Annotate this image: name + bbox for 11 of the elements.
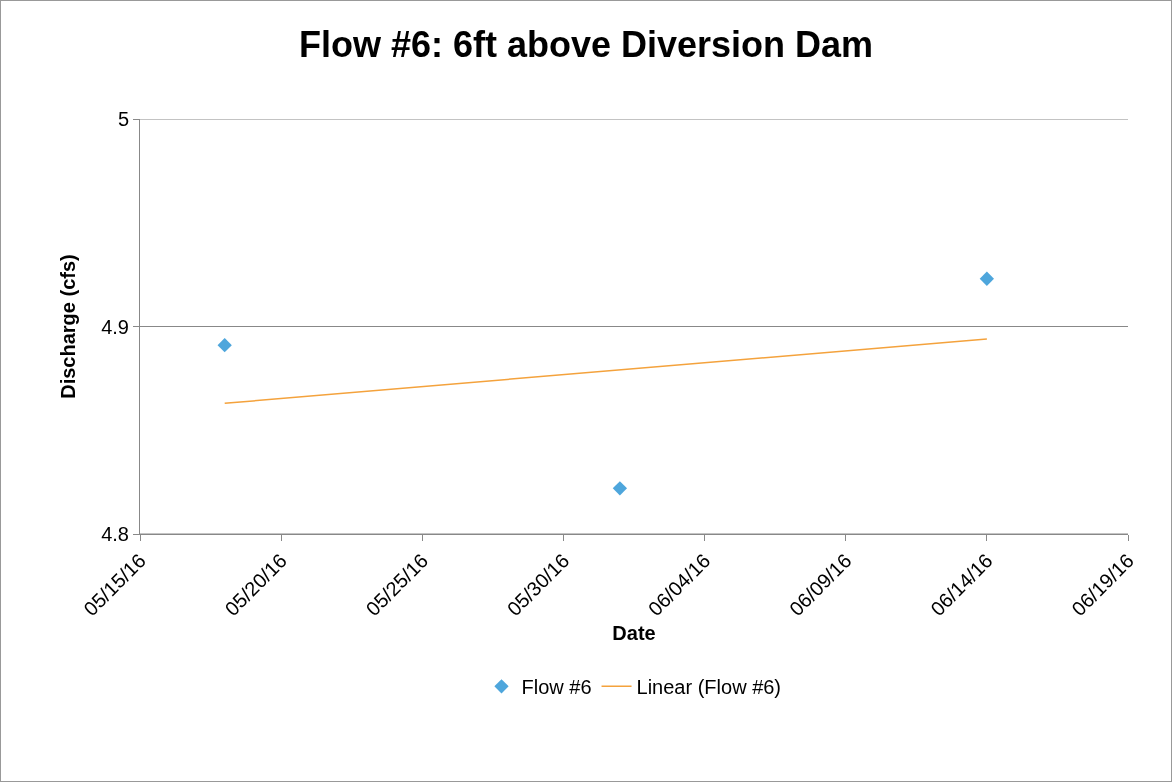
point (979, 271, 995, 286)
chart-title: Flow #6: 6ft above Diversion Dam (298, 24, 874, 66)
legend-label: Flow #6 (521, 676, 592, 699)
x-axis-title: Date (612, 621, 656, 644)
legend-label: Linear (Flow #6) (636, 676, 782, 699)
point (217, 338, 232, 353)
y-tick-label: 4.8 (101, 523, 129, 545)
y-tick-label: 5 (117, 108, 129, 130)
point (612, 481, 628, 496)
y-axis-title: Discharge (cfs) (56, 254, 79, 399)
y-tick-label: 4.9 (101, 315, 129, 338)
